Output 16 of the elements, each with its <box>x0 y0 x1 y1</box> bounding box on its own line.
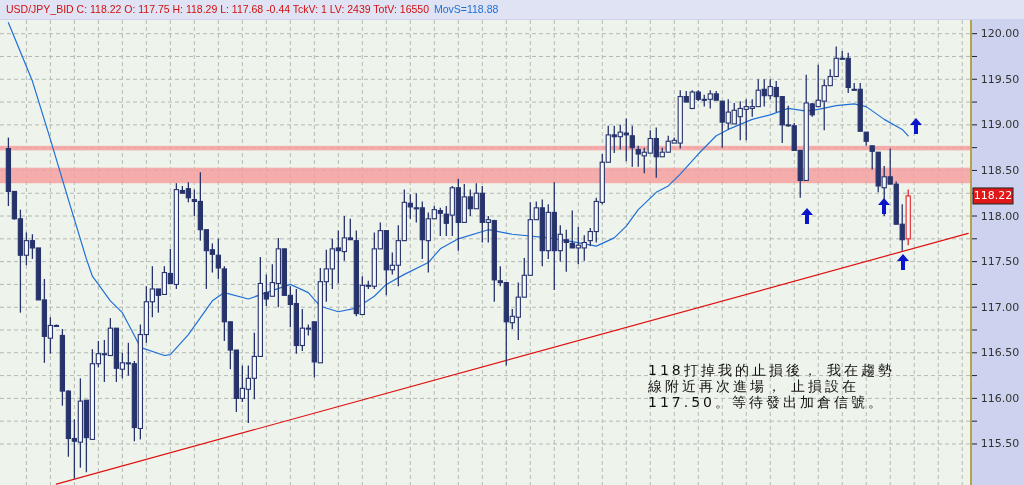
annotation: 117.50。等待發出加倉信號。 <box>648 394 885 410</box>
annotation: 線附近再次進場， 止損設在 <box>648 378 860 394</box>
y-tick-label: 119.50 <box>980 72 1020 86</box>
y-tick-label: 119.00 <box>980 118 1020 132</box>
y-tick-label: 117.00 <box>980 300 1020 314</box>
annotation: 118打掉我的止損後， 我在趨勢 <box>648 362 896 378</box>
y-tick-label: 116.00 <box>980 391 1020 405</box>
chart-title: USD/JPY_BID C: 118.22 O: 117.75 H: 118.29 L: 117.68 -0.44 TckV: 1 LV: 2439 TotV: 16550 <box>6 3 430 15</box>
y-tick-label: 120.00 <box>980 27 1020 41</box>
y-tick-label: 115.50 <box>980 437 1020 451</box>
y-tick-label: 118.00 <box>980 209 1020 223</box>
y-tick-label: 116.50 <box>980 346 1020 360</box>
text: MovS=118.88 <box>434 3 499 15</box>
y-tick-label: 118.50 <box>980 163 1020 177</box>
annotation: 118.22 <box>972 187 1014 205</box>
y-tick-label: 117.50 <box>980 255 1020 269</box>
